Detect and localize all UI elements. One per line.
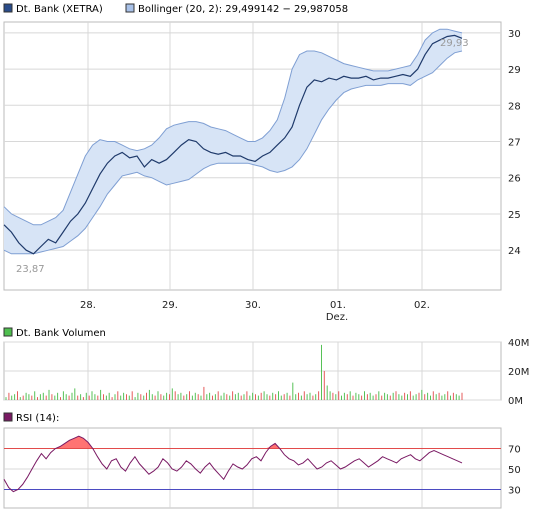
price-y-tick-label: 30: [508, 29, 521, 40]
rsi-panel: 30 50 70: [3, 427, 521, 509]
price-x-tick-label: 28.: [80, 300, 96, 311]
volume-y-tick-label: 20M: [508, 367, 529, 378]
annotation-low: 23,87: [16, 264, 45, 275]
volume-legend-label: Dt. Bank Volumen: [16, 328, 106, 339]
legend-swatch-bollinger: [125, 3, 135, 13]
rsi-y-tick-label: 30: [508, 486, 521, 497]
price-y-axis: 24 25 26 27 28 29 30: [508, 29, 521, 257]
legend-price-label: Dt. Bank (XETRA): [16, 4, 103, 15]
rsi-line: [3, 435, 463, 493]
bollinger-upper-line: [3, 28, 463, 226]
price-x-tick-label: 02.: [414, 300, 430, 311]
price-y-tick-label: 27: [508, 138, 521, 149]
price-panel: 29,93 23,87 24 25 26 27 28 29 30 28. 29. 30. 01. 0…: [3, 21, 521, 323]
volume-bars: [5, 344, 463, 400]
legend-bollinger-label: Bollinger (20, 2): 29,499142 − 29,987058: [138, 4, 348, 15]
rsi-legend-label: RSI (14):: [16, 413, 59, 424]
price-x-tick-label: 01.: [330, 300, 346, 311]
volume-y-tick-label: 40M: [508, 338, 529, 349]
price-line: [3, 34, 463, 255]
price-x-axis: 28. 29. 30. 01. 02.: [80, 300, 430, 311]
annotation-high: 29,93: [440, 38, 469, 49]
volume-y-tick-label: 0M: [508, 396, 523, 407]
price-y-tick-label: 28: [508, 101, 521, 112]
rsi-y-tick-label: 70: [508, 445, 521, 456]
x-month-label: Dez.: [326, 312, 348, 323]
price-y-tick-label: 25: [508, 210, 521, 221]
bollinger-lower-line: [3, 50, 463, 255]
bollinger-band-fill: [4, 29, 462, 254]
volume-panel: 0M 20M 40M: [3, 338, 529, 407]
legend-swatch-rsi: [3, 412, 13, 422]
price-y-tick-label: 26: [508, 174, 521, 185]
price-x-tick-label: 30.: [245, 300, 261, 311]
rsi-y-tick-label: 50: [508, 465, 521, 476]
legend-swatch-price: [3, 3, 13, 13]
legend-swatch-volume: [3, 327, 13, 337]
price-y-tick-label: 24: [508, 246, 521, 257]
volume-y-axis: 0M 20M 40M: [508, 338, 529, 407]
rsi-y-axis: 30 50 70: [508, 445, 521, 497]
price-y-tick-label: 29: [508, 65, 521, 76]
price-x-tick-label: 29.: [162, 300, 178, 311]
